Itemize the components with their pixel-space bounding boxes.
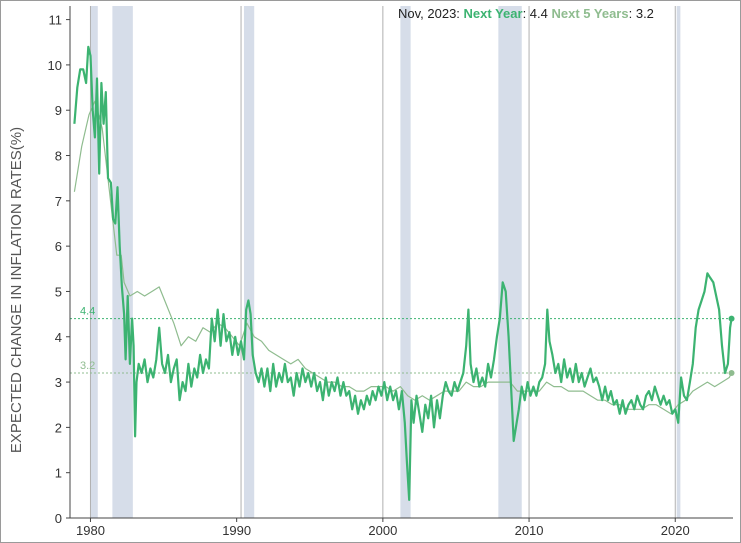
series-line-next_year [73,45,733,501]
y-tick-label-6: 6 [55,239,62,254]
x-tick-label-1990: 1990 [222,523,251,538]
header-next-5-years-value: 3.2 [636,6,654,21]
header-colon-3: : [629,6,636,21]
recession-band-3 [400,6,411,518]
series-lines [73,45,733,501]
header-next-year-label: Next Year [464,6,523,21]
y-tick-label-4: 4 [55,330,62,345]
reference-label-next_5_years: 3.2 [80,360,95,372]
hover-header: Nov, 2023: Next Year: 4.4 Next 5 Years: … [398,6,654,21]
recession-bands [90,6,681,518]
header-date: Nov, 2023 [398,6,456,21]
y-tick-label-7: 7 [55,194,62,209]
recession-band-4 [498,6,522,518]
header-colon-2: : [523,6,530,21]
reference-lines: 4.4 3.2 [70,306,733,374]
y-tick-label-8: 8 [55,149,62,164]
series-end-marker-next_5_years [728,370,735,377]
y-tick-label-3: 3 [55,375,62,390]
y-tick-label-1: 1 [55,466,62,481]
y-tick-label-5: 5 [55,284,62,299]
header-next-5-years-label: Next 5 Years [552,6,629,21]
vertical-rules [89,6,676,518]
recession-band-0 [90,6,98,518]
axes: 0 1 2 3 4 5 6 7 8 9 10 11 1980 1990 2000 2010 2020 [48,6,733,538]
series-end-markers [728,315,735,377]
y-tick-label-0: 0 [55,511,62,526]
reference-label-next_year: 4.4 [80,306,95,318]
y-tick-label-9: 9 [55,103,62,118]
recession-band-2 [243,6,255,518]
x-tick-label-2000: 2000 [368,523,397,538]
y-tick-label-10: 10 [48,58,62,73]
series-end-marker-next_year [728,315,735,322]
x-tick-label-1980: 1980 [76,523,105,538]
y-tick-label-2: 2 [55,420,62,435]
recession-band-1 [112,6,133,518]
header-next-year-value: 4.4 [530,6,548,21]
y-axis-label: EXPECTED CHANGE IN INFLATION RATES(%) [8,127,25,453]
x-tick-label-2020: 2020 [661,523,690,538]
recession-band-5 [676,6,681,518]
x-tick-label-2010: 2010 [515,523,544,538]
y-tick-label-11: 11 [49,13,63,28]
header-colon-1: : [456,6,463,21]
